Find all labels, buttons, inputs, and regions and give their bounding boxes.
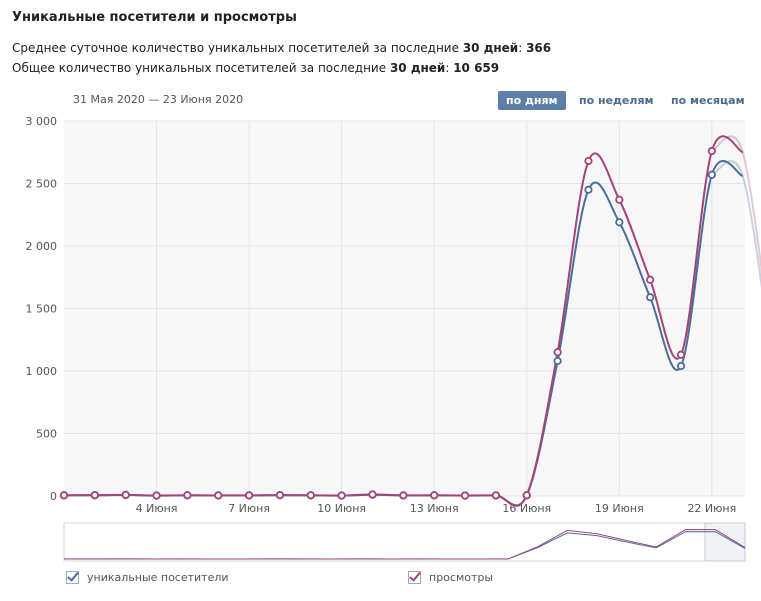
series-point-1 <box>553 348 562 357</box>
series-point-0 <box>646 293 655 302</box>
y-tick-label: 3 000 <box>26 115 58 128</box>
y-tick-label: 0 <box>50 490 57 503</box>
y-tick-label: 1 000 <box>26 365 58 378</box>
series-point-1 <box>584 156 593 166</box>
period-month-button[interactable]: по месяцам <box>671 94 745 107</box>
stat2-days: 30 дней <box>389 61 446 75</box>
series-point-0 <box>615 218 624 227</box>
series-point-1 <box>676 350 686 359</box>
series-line-tail-0 <box>711 160 761 289</box>
x-tick-label: 7 Июня <box>228 502 270 515</box>
legend-views-toggle[interactable]: просмотры <box>408 571 493 584</box>
series-point-1 <box>275 491 285 500</box>
series-point-1 <box>646 275 655 284</box>
stat1-days: 30 дней <box>462 41 519 55</box>
x-tick-label: 19 Июня <box>595 502 644 515</box>
series-point-1 <box>90 491 99 500</box>
visitors-chart: 0 500 1 000 1 500 2 000 2 500 3 000 4 Июня 7 Ию… <box>26 115 761 562</box>
date-range: 31 Мая 2020 — 23 Июня 2020 <box>73 93 244 106</box>
series-point-0 <box>584 185 593 194</box>
period-week-button[interactable]: по неделям <box>579 94 654 107</box>
navigator-frame <box>63 522 746 562</box>
y-axis-ticks: 0 500 1 000 1 500 2 000 2 500 3 000 <box>26 115 58 503</box>
series-point-1 <box>707 146 716 156</box>
page-title: Уникальные посетители и просмотры <box>12 10 297 25</box>
average-daily-visitors: Среднее суточное количество уникальных п… <box>12 41 552 55</box>
series-point-1 <box>245 491 254 500</box>
series-line-tail-1 <box>711 135 761 273</box>
series-point-1 <box>337 491 346 500</box>
period-day-button[interactable]: по дням <box>498 91 566 110</box>
chart-points <box>59 146 716 500</box>
y-tick-label: 1 500 <box>26 303 58 316</box>
total-visitors: Общее количество уникальных посетителей … <box>12 61 500 75</box>
series-point-1 <box>460 491 470 500</box>
x-tick-label: 4 Июня <box>136 502 178 515</box>
y-tick-label: 2 500 <box>26 178 58 191</box>
chart-grid <box>64 120 745 497</box>
series-point-1 <box>368 490 377 499</box>
legend-visitors-label: уникальные посетители <box>87 571 229 584</box>
series-point-1 <box>491 491 500 500</box>
series-point-0 <box>707 170 716 179</box>
range-navigator <box>63 522 746 562</box>
series-point-1 <box>59 491 69 500</box>
stat2-text: Общее количество уникальных посетителей … <box>12 61 390 75</box>
series-point-1 <box>522 491 531 500</box>
legend-visitors-toggle[interactable]: уникальные посетители <box>66 571 229 584</box>
series-point-1 <box>183 491 192 500</box>
series-point-1 <box>306 491 315 500</box>
series-point-1 <box>152 491 161 500</box>
series-point-1 <box>399 491 408 500</box>
series-point-1 <box>214 491 223 500</box>
navigator-selection <box>704 522 746 562</box>
stat1-text: Среднее суточное количество уникальных п… <box>12 41 463 55</box>
series-point-0 <box>676 361 686 371</box>
y-tick-label: 2 000 <box>26 240 58 253</box>
x-tick-label: 22 Июня <box>687 502 736 515</box>
checkbox-views[interactable] <box>408 571 421 584</box>
series-point-1 <box>430 491 439 500</box>
series-point-0 <box>553 356 562 366</box>
stat2-value: 10 659 <box>453 61 500 75</box>
navigator-series-1 <box>63 529 746 560</box>
x-axis-ticks: 4 Июня 7 Июня 10 Июня 13 Июня 16 Июня 19 Июня… <box>136 502 737 515</box>
checkbox-visitors[interactable] <box>66 571 79 584</box>
x-tick-label: 10 Июня <box>317 502 366 515</box>
legend-views-label: просмотры <box>429 571 494 584</box>
stat1-value: 366 <box>526 41 552 55</box>
series-point-1 <box>615 195 624 204</box>
y-tick-label: 500 <box>36 428 57 441</box>
x-tick-label: 13 Июня <box>410 502 459 515</box>
series-point-1 <box>121 490 130 499</box>
